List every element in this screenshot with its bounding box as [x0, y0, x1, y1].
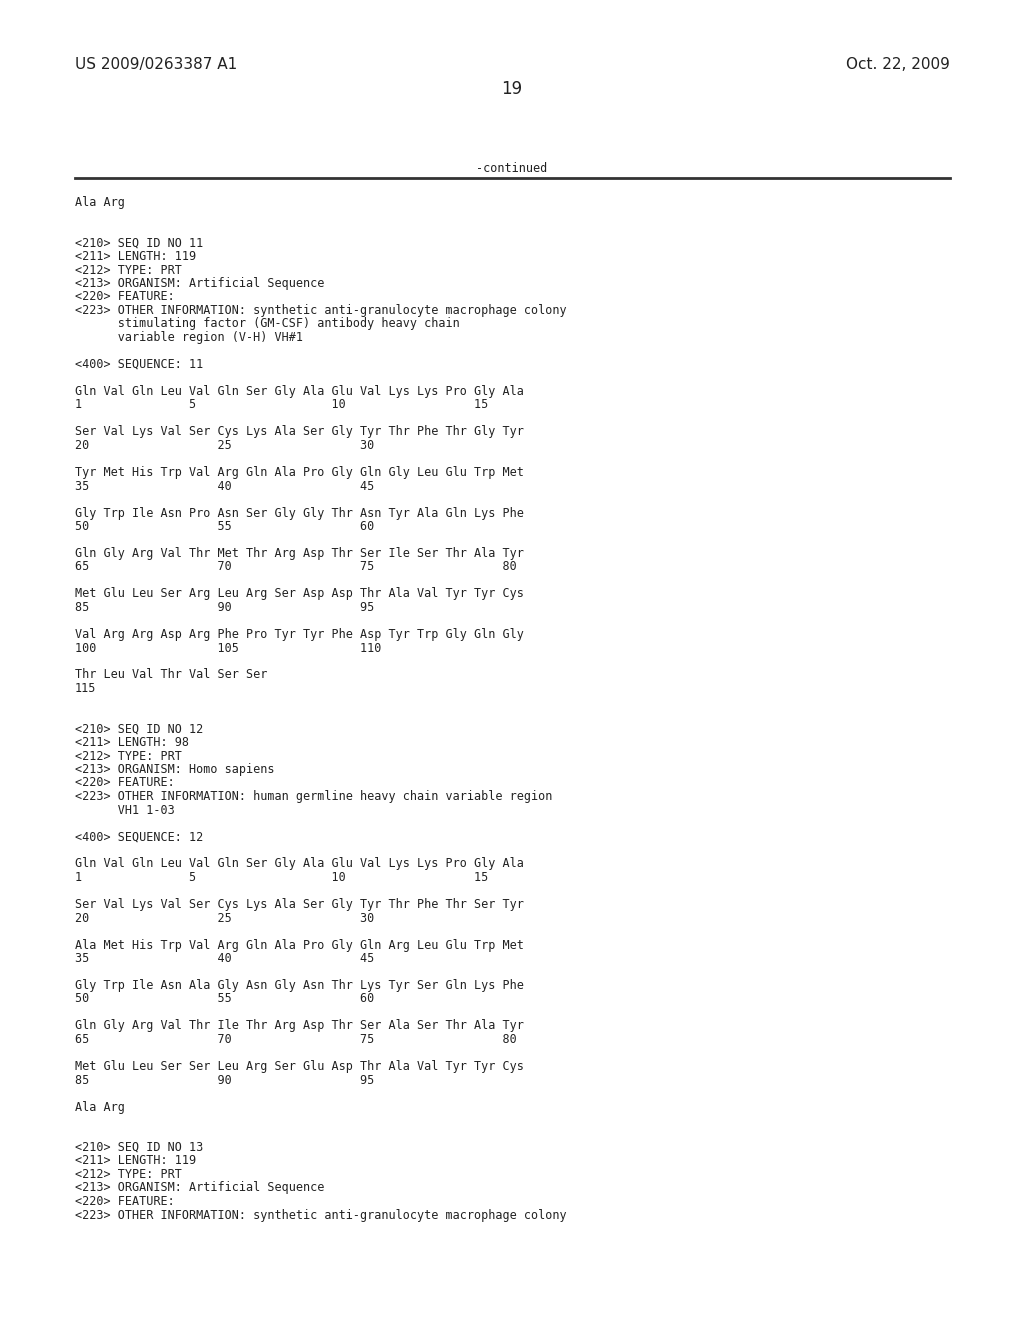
Text: <211> LENGTH: 98: <211> LENGTH: 98 — [75, 737, 189, 748]
Text: Ala Arg: Ala Arg — [75, 195, 125, 209]
Text: 20                  25                  30: 20 25 30 — [75, 440, 374, 451]
Text: <400> SEQUENCE: 11: <400> SEQUENCE: 11 — [75, 358, 203, 371]
Text: stimulating factor (GM-CSF) antibody heavy chain: stimulating factor (GM-CSF) antibody hea… — [75, 318, 460, 330]
Text: <212> TYPE: PRT: <212> TYPE: PRT — [75, 264, 182, 276]
Text: Ala Met His Trp Val Arg Gln Ala Pro Gly Gln Arg Leu Glu Trp Met: Ala Met His Trp Val Arg Gln Ala Pro Gly … — [75, 939, 524, 952]
Text: 65                  70                  75                  80: 65 70 75 80 — [75, 561, 517, 573]
Text: <210> SEQ ID NO 13: <210> SEQ ID NO 13 — [75, 1140, 203, 1154]
Text: Thr Leu Val Thr Val Ser Ser: Thr Leu Val Thr Val Ser Ser — [75, 668, 267, 681]
Text: <210> SEQ ID NO 11: <210> SEQ ID NO 11 — [75, 236, 203, 249]
Text: 85                  90                  95: 85 90 95 — [75, 601, 374, 614]
Text: Met Glu Leu Ser Arg Leu Arg Ser Asp Asp Thr Ala Val Tyr Tyr Cys: Met Glu Leu Ser Arg Leu Arg Ser Asp Asp … — [75, 587, 524, 601]
Text: <223> OTHER INFORMATION: synthetic anti-granulocyte macrophage colony: <223> OTHER INFORMATION: synthetic anti-… — [75, 304, 566, 317]
Text: Ser Val Lys Val Ser Cys Lys Ala Ser Gly Tyr Thr Phe Thr Gly Tyr: Ser Val Lys Val Ser Cys Lys Ala Ser Gly … — [75, 425, 524, 438]
Text: 100                 105                 110: 100 105 110 — [75, 642, 381, 655]
Text: <223> OTHER INFORMATION: human germline heavy chain variable region: <223> OTHER INFORMATION: human germline … — [75, 789, 552, 803]
Text: -continued: -continued — [476, 162, 548, 176]
Text: <220> FEATURE:: <220> FEATURE: — [75, 1195, 175, 1208]
Text: <223> OTHER INFORMATION: synthetic anti-granulocyte macrophage colony: <223> OTHER INFORMATION: synthetic anti-… — [75, 1209, 566, 1221]
Text: Val Arg Arg Asp Arg Phe Pro Tyr Tyr Phe Asp Tyr Trp Gly Gln Gly: Val Arg Arg Asp Arg Phe Pro Tyr Tyr Phe … — [75, 628, 524, 642]
Text: Tyr Met His Trp Val Arg Gln Ala Pro Gly Gln Gly Leu Glu Trp Met: Tyr Met His Trp Val Arg Gln Ala Pro Gly … — [75, 466, 524, 479]
Text: <220> FEATURE:: <220> FEATURE: — [75, 290, 175, 304]
Text: 1               5                   10                  15: 1 5 10 15 — [75, 399, 488, 412]
Text: Oct. 22, 2009: Oct. 22, 2009 — [846, 57, 950, 73]
Text: 20                  25                  30: 20 25 30 — [75, 912, 374, 924]
Text: Gln Gly Arg Val Thr Ile Thr Arg Asp Thr Ser Ala Ser Thr Ala Tyr: Gln Gly Arg Val Thr Ile Thr Arg Asp Thr … — [75, 1019, 524, 1032]
Text: 50                  55                  60: 50 55 60 — [75, 520, 374, 533]
Text: <211> LENGTH: 119: <211> LENGTH: 119 — [75, 249, 197, 263]
Text: 50                  55                  60: 50 55 60 — [75, 993, 374, 1006]
Text: Ser Val Lys Val Ser Cys Lys Ala Ser Gly Tyr Thr Phe Thr Ser Tyr: Ser Val Lys Val Ser Cys Lys Ala Ser Gly … — [75, 898, 524, 911]
Text: 1               5                   10                  15: 1 5 10 15 — [75, 871, 488, 884]
Text: Gly Trp Ile Asn Ala Gly Asn Gly Asn Thr Lys Tyr Ser Gln Lys Phe: Gly Trp Ile Asn Ala Gly Asn Gly Asn Thr … — [75, 979, 524, 993]
Text: <213> ORGANISM: Artificial Sequence: <213> ORGANISM: Artificial Sequence — [75, 1181, 325, 1195]
Text: VH1 1-03: VH1 1-03 — [75, 804, 175, 817]
Text: <210> SEQ ID NO 12: <210> SEQ ID NO 12 — [75, 722, 203, 735]
Text: Gln Val Gln Leu Val Gln Ser Gly Ala Glu Val Lys Lys Pro Gly Ala: Gln Val Gln Leu Val Gln Ser Gly Ala Glu … — [75, 858, 524, 870]
Text: variable region (V-H) VH#1: variable region (V-H) VH#1 — [75, 331, 303, 345]
Text: Met Glu Leu Ser Ser Leu Arg Ser Glu Asp Thr Ala Val Tyr Tyr Cys: Met Glu Leu Ser Ser Leu Arg Ser Glu Asp … — [75, 1060, 524, 1073]
Text: US 2009/0263387 A1: US 2009/0263387 A1 — [75, 57, 238, 73]
Text: 85                  90                  95: 85 90 95 — [75, 1073, 374, 1086]
Text: Gln Val Gln Leu Val Gln Ser Gly Ala Glu Val Lys Lys Pro Gly Ala: Gln Val Gln Leu Val Gln Ser Gly Ala Glu … — [75, 385, 524, 399]
Text: Ala Arg: Ala Arg — [75, 1101, 125, 1114]
Text: 19: 19 — [502, 81, 522, 98]
Text: <213> ORGANISM: Artificial Sequence: <213> ORGANISM: Artificial Sequence — [75, 277, 325, 290]
Text: <400> SEQUENCE: 12: <400> SEQUENCE: 12 — [75, 830, 203, 843]
Text: <213> ORGANISM: Homo sapiens: <213> ORGANISM: Homo sapiens — [75, 763, 274, 776]
Text: Gly Trp Ile Asn Pro Asn Ser Gly Gly Thr Asn Tyr Ala Gln Lys Phe: Gly Trp Ile Asn Pro Asn Ser Gly Gly Thr … — [75, 507, 524, 520]
Text: 35                  40                  45: 35 40 45 — [75, 952, 374, 965]
Text: 35                  40                  45: 35 40 45 — [75, 479, 374, 492]
Text: 115: 115 — [75, 682, 96, 696]
Text: <220> FEATURE:: <220> FEATURE: — [75, 776, 175, 789]
Text: <211> LENGTH: 119: <211> LENGTH: 119 — [75, 1155, 197, 1167]
Text: <212> TYPE: PRT: <212> TYPE: PRT — [75, 750, 182, 763]
Text: 65                  70                  75                  80: 65 70 75 80 — [75, 1034, 517, 1045]
Text: <212> TYPE: PRT: <212> TYPE: PRT — [75, 1168, 182, 1181]
Text: Gln Gly Arg Val Thr Met Thr Arg Asp Thr Ser Ile Ser Thr Ala Tyr: Gln Gly Arg Val Thr Met Thr Arg Asp Thr … — [75, 546, 524, 560]
